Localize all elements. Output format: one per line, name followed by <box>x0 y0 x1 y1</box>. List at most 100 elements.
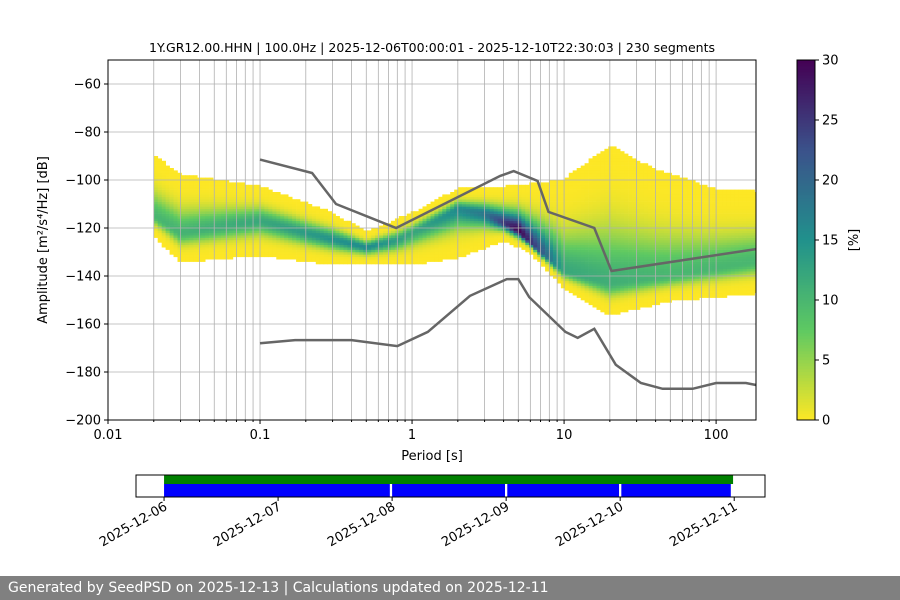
psd-cell <box>462 208 467 212</box>
psd-cell <box>418 261 423 265</box>
psd-cell <box>596 223 601 226</box>
psd-cell <box>679 232 684 236</box>
psd-cell <box>276 208 281 212</box>
psd-cell <box>438 218 443 222</box>
psd-cell <box>553 184 558 188</box>
psd-cell <box>335 249 340 253</box>
psd-cell <box>319 259 325 262</box>
psd-cell <box>268 240 273 243</box>
psd-cell <box>288 211 293 214</box>
psd-cell <box>169 196 174 200</box>
psd-cell <box>466 201 471 205</box>
psd-cell <box>639 268 645 272</box>
psd-cell <box>525 230 530 234</box>
psd-cell <box>485 192 491 195</box>
psd-cell <box>643 235 649 238</box>
psd-cell <box>240 201 245 205</box>
psd-cell <box>632 206 637 210</box>
psd-cell <box>584 273 589 277</box>
psd-cell <box>568 208 574 212</box>
psd-cell <box>351 232 356 236</box>
psd-cell <box>347 230 352 234</box>
psd-cell <box>639 240 645 243</box>
psd-cell <box>165 244 170 248</box>
psd-cell <box>300 208 305 212</box>
psd-cell <box>450 237 455 241</box>
psd-cell <box>280 201 285 205</box>
psd-cell <box>284 194 289 198</box>
psd-cell <box>217 240 222 243</box>
psd-cell <box>580 242 585 246</box>
psd-cell <box>588 208 593 212</box>
psd-cell <box>636 304 641 308</box>
psd-cell <box>323 240 328 243</box>
psd-cell <box>169 187 174 190</box>
psd-cell <box>572 189 577 193</box>
psd-cell <box>636 280 641 284</box>
psd-cell <box>450 252 455 255</box>
psd-cell <box>466 216 471 219</box>
psd-cell <box>588 237 593 241</box>
psd-cell <box>224 201 230 205</box>
psd-cell <box>679 288 684 291</box>
psd-cell <box>632 172 637 176</box>
psd-cell <box>568 196 574 200</box>
psd-cell <box>612 170 617 174</box>
psd-cell <box>213 249 218 253</box>
psd-cell <box>458 242 463 246</box>
psd-cell <box>636 187 641 190</box>
psd-cell <box>612 240 617 243</box>
psd-cell <box>224 187 230 190</box>
psd-cell <box>636 230 641 234</box>
psd-cell <box>248 240 253 243</box>
psd-cell <box>513 199 518 202</box>
psd-cell <box>588 199 593 202</box>
psd-cell <box>307 244 313 248</box>
psd-cell <box>576 237 581 241</box>
psd-cell <box>529 189 534 193</box>
psd-cell <box>284 218 289 222</box>
psd-cell <box>181 206 186 210</box>
psd-cell <box>620 288 625 291</box>
psd-cell <box>596 208 601 212</box>
psd-cell <box>296 249 301 253</box>
psd-cell <box>537 244 542 248</box>
psd-cell <box>683 189 688 193</box>
psd-cell <box>596 295 601 298</box>
psd-cell <box>224 196 230 200</box>
psd-cell <box>181 237 186 241</box>
psd-cell <box>687 208 692 212</box>
psd-cell <box>636 249 641 253</box>
psd-cell <box>446 235 451 238</box>
psd-cell <box>264 201 269 205</box>
psd-cell <box>161 160 166 164</box>
psd-cell <box>410 232 415 236</box>
psd-cell <box>643 170 649 174</box>
psd-cell <box>529 182 534 186</box>
psd-cell <box>462 213 467 217</box>
psd-cell <box>473 235 479 238</box>
psd-cell <box>232 225 238 229</box>
psd-cell <box>636 218 641 222</box>
psd-cell <box>616 218 621 222</box>
psd-cell <box>604 208 609 212</box>
psd-cell <box>307 242 313 246</box>
psd-cell <box>636 225 641 229</box>
psd-cell <box>663 216 668 219</box>
psd-cell <box>284 256 289 260</box>
psd-cell <box>221 247 226 250</box>
psd-cell <box>517 187 522 190</box>
psd-cell <box>410 225 415 229</box>
psd-cell <box>450 244 455 248</box>
psd-cell <box>643 163 649 166</box>
psd-cell <box>355 252 360 255</box>
psd-cell <box>217 230 222 234</box>
psd-cell <box>153 196 159 200</box>
psd-cell <box>221 252 226 255</box>
psd-cell <box>624 295 629 298</box>
psd-cell <box>232 218 238 222</box>
psd-cell <box>608 225 613 229</box>
psd-cell <box>628 249 633 253</box>
psd-cell <box>236 187 242 190</box>
psd-cell <box>450 240 455 243</box>
